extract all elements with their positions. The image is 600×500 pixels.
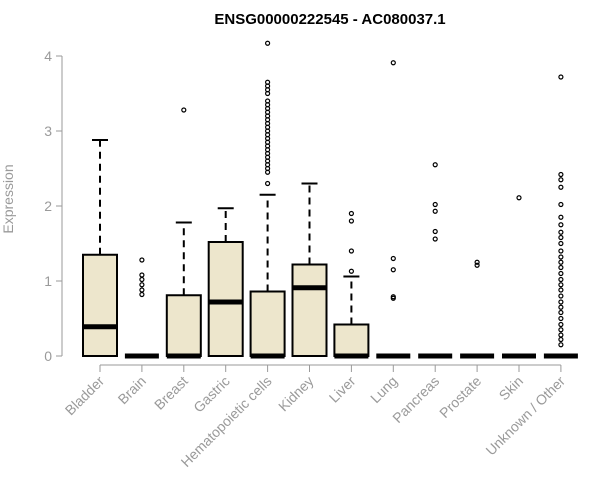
- outlier-point: [558, 240, 564, 247]
- x-tick-label: Bladder: [62, 373, 108, 419]
- outlier-point: [558, 270, 564, 277]
- box-5: [291, 182, 328, 357]
- outlier-point: [348, 210, 354, 217]
- outlier-point: [558, 332, 564, 338]
- y-tick-label: 0: [44, 348, 52, 364]
- outlier-point: [390, 60, 396, 66]
- outlier-point: [265, 180, 271, 187]
- outlier-point: [558, 304, 564, 310]
- outlier-point: [348, 218, 354, 224]
- outlier-point: [181, 107, 187, 113]
- outlier-point: [390, 294, 396, 300]
- outlier-point: [432, 162, 438, 168]
- box-rect: [82, 253, 118, 357]
- box-0: [82, 139, 118, 357]
- y-axis-label: Expression: [0, 164, 16, 233]
- chart-title: ENSG00000222545 - AC080037.1: [214, 11, 445, 28]
- box-6: [333, 210, 370, 359]
- outlier-point: [474, 262, 480, 268]
- outlier-point: [432, 236, 438, 242]
- x-tick-label: Kidney: [275, 373, 317, 415]
- outlier-point: [558, 234, 564, 241]
- y-tick-label: 4: [44, 48, 52, 64]
- x-tick-label: Breast: [151, 373, 191, 413]
- outlier-point: [558, 336, 564, 343]
- box-7: [376, 60, 411, 359]
- x-tick-label: Prostate: [436, 373, 484, 421]
- outlier-point: [390, 255, 396, 262]
- outlier-point: [558, 229, 564, 235]
- outlier-point: [139, 287, 145, 293]
- box-rect: [249, 290, 286, 357]
- outlier-point: [558, 259, 564, 265]
- outlier-point: [139, 291, 145, 298]
- y-tick-label: 1: [44, 273, 52, 289]
- box-8: [418, 162, 453, 359]
- outlier-point: [558, 222, 564, 228]
- outlier-point: [348, 248, 354, 254]
- outlier-point: [558, 248, 564, 254]
- box-4: [249, 40, 286, 359]
- box-2: [165, 107, 202, 359]
- outlier-point: [558, 177, 564, 183]
- y-tick-label: 3: [44, 123, 52, 139]
- outlier-point: [265, 98, 271, 104]
- outlier-point: [558, 342, 564, 348]
- outlier-point: [139, 282, 145, 288]
- outlier-point: [558, 321, 564, 328]
- outlier-point: [558, 309, 564, 316]
- outlier-point: [139, 257, 145, 263]
- outlier-point: [558, 315, 564, 322]
- outlier-point: [265, 79, 271, 85]
- outlier-point: [558, 171, 564, 178]
- x-tick-label: Brain: [115, 373, 149, 407]
- outlier-point: [348, 268, 354, 274]
- box-rect: [165, 294, 202, 357]
- outlier-point: [558, 287, 564, 293]
- x-tick-label: Pancreas: [389, 373, 442, 426]
- box-rect: [291, 263, 328, 357]
- outlier-point: [139, 276, 145, 283]
- box-11: [543, 74, 578, 359]
- outlier-point: [432, 228, 438, 235]
- outlier-point: [390, 267, 396, 273]
- outlier-point: [432, 201, 438, 208]
- outlier-point: [558, 184, 564, 190]
- x-tick-label: Unknown / Other: [482, 373, 568, 459]
- outlier-point: [265, 40, 271, 46]
- outlier-point: [432, 208, 438, 214]
- y-tick-label: 2: [44, 198, 52, 214]
- outlier-point: [516, 195, 522, 201]
- outlier-point: [558, 327, 564, 333]
- outlier-point: [558, 293, 564, 299]
- x-tick-label: Lung: [367, 373, 400, 406]
- box-rect: [333, 323, 370, 357]
- outlier-point: [558, 214, 564, 220]
- box-3: [207, 207, 244, 357]
- box-rect: [207, 241, 244, 357]
- box-9: [460, 259, 495, 359]
- x-tick-label: Liver: [326, 373, 359, 406]
- y-axis: 0 1 2 3 4: [44, 48, 63, 364]
- outlier-point: [558, 282, 564, 288]
- outlier-point: [558, 254, 564, 260]
- outlier-point: [139, 272, 145, 278]
- outlier-point: [558, 264, 564, 271]
- outlier-point: [558, 299, 564, 305]
- outlier-point: [558, 276, 564, 283]
- box-1: [124, 257, 159, 359]
- outlier-point: [558, 201, 564, 208]
- outlier-point: [474, 259, 480, 265]
- x-tick-label: Skin: [496, 373, 527, 404]
- boxes-group: [82, 40, 578, 359]
- box-10: [502, 195, 536, 359]
- outlier-point: [558, 74, 564, 80]
